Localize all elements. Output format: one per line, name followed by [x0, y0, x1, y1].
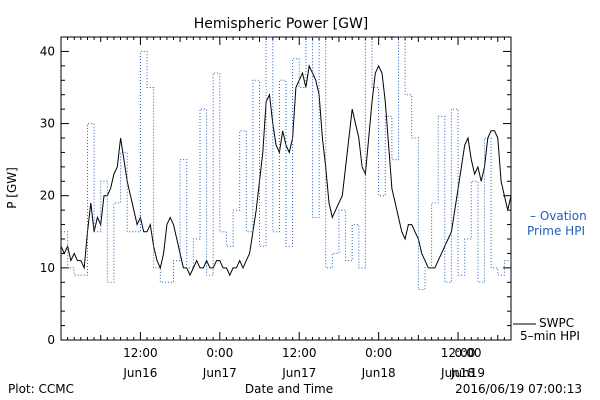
x-tick-label-time: 0:00	[455, 346, 482, 360]
y-tick-label: 30	[40, 117, 55, 131]
legend-swpc-line1: SWPC	[539, 316, 574, 330]
x-axis: 12:00 Jun16 0:00 Jun17 12:00 Jun17 0:00 Jun18 12…	[60, 37, 512, 380]
y-tick-label: 40	[40, 44, 55, 58]
legend-swpc-line2: 5–min HPI	[520, 329, 580, 343]
x-axis-label: Date and Time	[245, 382, 333, 396]
x-tick-label-date: Jun18	[440, 366, 475, 380]
y-tick-label: 10	[40, 261, 55, 275]
x-tick-label-time: 12:00	[123, 346, 158, 360]
x-tick-label-time: 0:00	[365, 346, 392, 360]
x-tick-label-date: Jun19	[450, 366, 485, 380]
legend-ovation-line2: Prime HPI	[527, 224, 585, 238]
footer-left: Plot: CCMC	[8, 382, 74, 396]
y-axis: 0 10 20 30 40	[40, 36, 511, 347]
x-tick-label-time: 12:00	[441, 346, 476, 360]
x-tick-label-date: Jun16	[122, 366, 157, 380]
x-tick-label-time: 12:00	[282, 346, 317, 360]
chart-title: Hemispheric Power [GW]	[194, 16, 369, 32]
x-tick-label-date: Jun17	[202, 366, 237, 380]
series-layer	[60, 36, 512, 290]
series-ovation-prime-hpi-line	[61, 36, 511, 290]
x-tick-label-time: 0:00	[206, 346, 233, 360]
footer-right: 2016/06/19 07:00:13	[455, 382, 582, 396]
y-tick-label: 0	[47, 333, 55, 347]
y-axis-label: P [GW]	[5, 167, 19, 209]
legend-ovation-line1: – Ovation	[530, 209, 587, 223]
x-tick-label-date: Jun17	[281, 366, 316, 380]
series-swpc-5min-hpi-line	[60, 64, 512, 277]
y-tick-label: 20	[40, 189, 55, 203]
x-tick-label-date: Jun18	[361, 366, 396, 380]
